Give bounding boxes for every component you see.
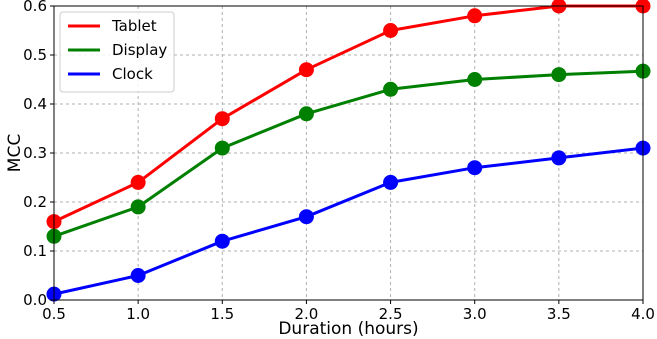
series-line: [53, 146, 644, 296]
x-tick-label: 4.0: [631, 305, 655, 323]
x-tick-label: 2.5: [379, 305, 403, 323]
legend-label: Display: [112, 41, 167, 59]
x-axis-label: Duration (hours): [278, 319, 418, 339]
data-point: [298, 62, 314, 78]
y-tick-label: 0.6: [23, 0, 47, 15]
data-point: [467, 160, 483, 176]
y-tick-label: 0.1: [23, 242, 47, 260]
data-point: [467, 8, 483, 24]
data-point: [130, 268, 146, 283]
data-point: [214, 111, 230, 127]
y-tick-label: 0.3: [23, 144, 47, 162]
series-line: [53, 4, 643, 223]
x-tick-label: 0.5: [42, 305, 66, 323]
data-point: [130, 199, 146, 215]
y-tick-label: 0.0: [23, 291, 47, 309]
y-tick-label: 0.4: [23, 95, 47, 113]
data-point: [214, 140, 230, 156]
data-point: [383, 174, 399, 190]
y-tick-label: 0.5: [23, 46, 47, 64]
legend: Tablet Display Clock: [59, 11, 175, 93]
x-tick-label: 2.0: [294, 305, 318, 323]
data-point: [130, 174, 146, 190]
x-tick-label: 3.5: [547, 305, 571, 323]
data-point: [383, 23, 399, 38]
data-point: [551, 67, 567, 83]
legend-box: [59, 11, 175, 93]
data-point: [383, 81, 399, 97]
y-axis-label: MCC: [5, 134, 25, 172]
legend-label: Clock: [112, 65, 153, 83]
ticks: 0.5 1.0 1.5 2.0 2.5 3.0 3.5 4.0 0.0 0.1 0.2 0.3 0.4 0…: [23, 0, 655, 323]
x-tick-label: 1.0: [126, 305, 150, 323]
data-point: [298, 106, 314, 122]
series-clock: [46, 140, 651, 302]
data-point: [551, 0, 567, 14]
x-tick-label: 3.0: [463, 305, 487, 323]
series-tablet: [46, 0, 651, 230]
data-point: [551, 150, 567, 166]
y-tick-label: 0.2: [23, 193, 47, 211]
data-point: [214, 233, 230, 249]
x-tick-label: 1.5: [210, 305, 234, 323]
data-point: [298, 209, 314, 225]
series-display: [46, 63, 651, 244]
series-line: [53, 69, 644, 238]
legend-label: Tablet: [111, 17, 157, 35]
series: [46, 0, 651, 302]
data-point: [467, 72, 483, 87]
